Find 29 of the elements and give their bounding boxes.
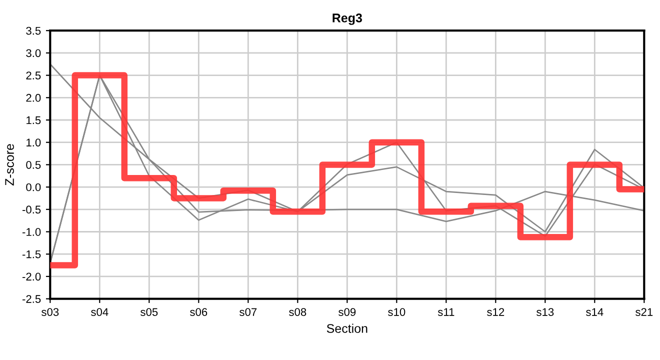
y-tick-label: -2.5 bbox=[22, 295, 41, 303]
y-tick-label: 3.0 bbox=[26, 49, 41, 58]
x-tick-label: s03 bbox=[42, 308, 59, 316]
x-tick-label: s13 bbox=[536, 308, 554, 316]
x-tick-label: s09 bbox=[338, 308, 356, 316]
y-tick-label: 0.0 bbox=[26, 183, 41, 192]
x-tick-label: s07 bbox=[240, 308, 257, 316]
x-tick-label: s04 bbox=[91, 308, 108, 316]
y-tick-label: 3.5 bbox=[26, 26, 41, 35]
y-tick-label: 1.5 bbox=[26, 116, 41, 124]
y-tick-label: 2.0 bbox=[26, 94, 41, 102]
y-axis-title: Z-score bbox=[5, 144, 14, 186]
y-tick-label: 1.0 bbox=[26, 138, 41, 146]
x-tick-label: s14 bbox=[586, 308, 604, 316]
x-axis-title: Section bbox=[326, 324, 368, 333]
y-tick-label: -1.0 bbox=[22, 228, 41, 236]
x-tick-label: s21 bbox=[636, 308, 653, 316]
x-tick-label: s10 bbox=[388, 308, 406, 316]
x-tick-label: s08 bbox=[289, 308, 306, 316]
chart-title: Reg3 bbox=[332, 14, 362, 25]
y-tick-label: -1.5 bbox=[22, 250, 41, 258]
y-tick-label: 2.5 bbox=[26, 72, 41, 80]
x-tick-label: s06 bbox=[190, 308, 208, 316]
y-tick-label: -0.5 bbox=[22, 206, 41, 214]
x-tick-label: s12 bbox=[487, 308, 504, 316]
x-tick-label: s05 bbox=[140, 308, 158, 316]
y-tick-label: -2.0 bbox=[22, 272, 41, 281]
x-tick-label: s11 bbox=[438, 308, 454, 316]
y-tick-label: 0.5 bbox=[26, 160, 41, 169]
